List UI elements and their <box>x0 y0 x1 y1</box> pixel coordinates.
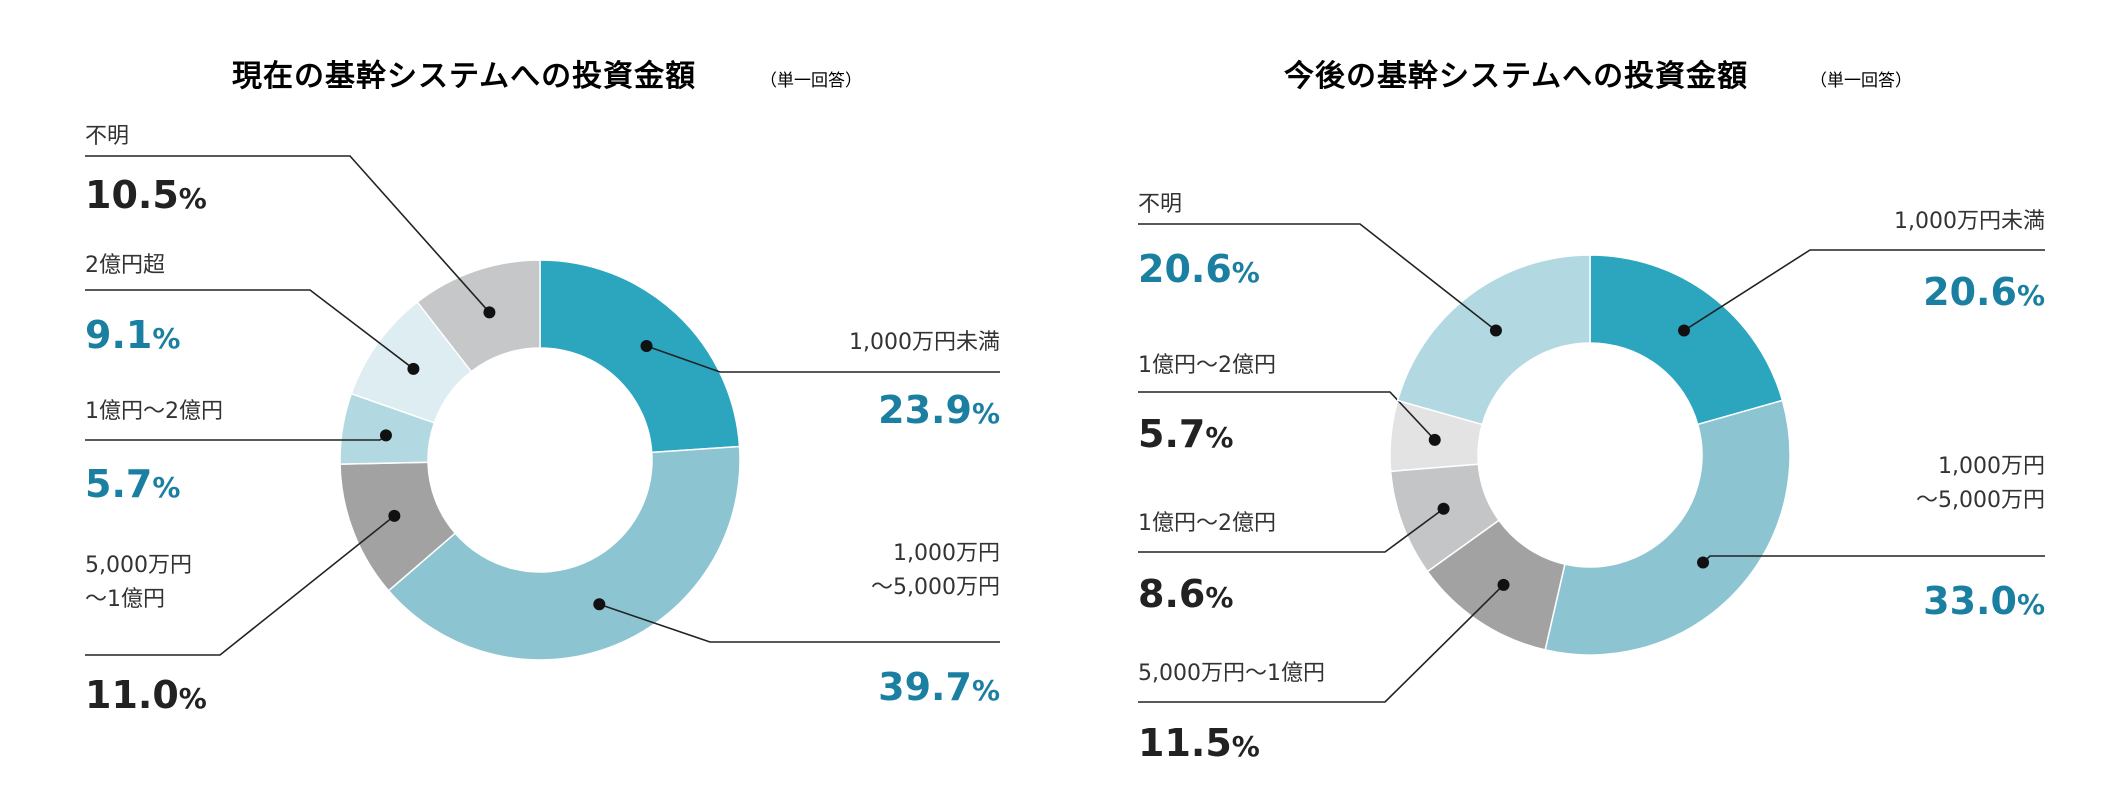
chart-2-slice-1 <box>1589 254 1784 426</box>
chart-2-label-1: 1,000万円未満 <box>1894 209 2045 234</box>
chart-1-donut: 1,000万円未満 23.9% 1,000万円〜5,000万円 39.7% 5,000万… <box>85 124 1000 717</box>
chart-2-value-1: 20.6% <box>1923 270 2045 314</box>
chart-2-leader-line-6 <box>1138 223 1497 332</box>
chart-1-slice-group-2: 1,000万円〜5,000万円 39.7% <box>387 445 1000 709</box>
chart-1-value-6: 10.5% <box>85 173 207 217</box>
chart-2-label-5: 1億円〜2億円 <box>1138 353 1276 378</box>
chart-1-value-4: 5.7% <box>85 462 180 506</box>
chart-1-value-5: 9.1% <box>85 313 180 357</box>
chart-2-note: （単一回答） <box>1810 71 1912 91</box>
chart-1-slice-6 <box>416 259 541 373</box>
chart-2-leader-dot-1 <box>1678 324 1691 337</box>
chart-1-leader-dot-3 <box>388 509 401 522</box>
chart-1-leader-dot-1 <box>640 340 653 353</box>
chart-1-label-6: 不明 <box>85 124 129 149</box>
chart-1-slice-group-4: 1億円〜2億円 5.7% <box>85 392 436 506</box>
chart-1-label-3: 5,000万円〜1億円 <box>85 553 192 612</box>
chart-1-slice-1 <box>539 259 741 454</box>
chart-2-slice-group-3: 5,000万円〜1億円 11.5% <box>1138 519 1566 765</box>
chart-2-slice-group-1: 1,000万円未満 20.6% <box>1589 209 2045 426</box>
chart-2-leader-line-3 <box>1138 584 1505 703</box>
chart-2-value-5: 5.7% <box>1138 412 1233 456</box>
chart-2-leader-line-5 <box>1138 391 1436 441</box>
chart-1-leader-dot-4 <box>379 429 392 442</box>
chart-2-leader-dot-6 <box>1489 324 1502 337</box>
chart-1-leader-line-2 <box>599 603 1000 643</box>
chart-2-leader-dot-2 <box>1697 556 1710 569</box>
chart-1-title: 現在の基幹システムへの投資金額 <box>232 59 696 94</box>
chart-2-donut: 1,000万円未満 20.6% 1,000万円〜5,000万円 33.0% 5,000万… <box>1138 192 2045 765</box>
chart-1-label-5: 2億円超 <box>85 253 165 278</box>
chart-1-note: （単一回答） <box>760 71 862 91</box>
chart-1-slice-group-6: 不明 10.5% <box>85 124 541 373</box>
chart-2-slice-group-6: 不明 20.6% <box>1138 192 1591 426</box>
chart-1-value-1: 23.9% <box>878 388 1000 432</box>
chart-2-leader-line-1 <box>1683 249 2045 332</box>
chart-1-value-3: 11.0% <box>85 673 207 717</box>
chart-1-label-2: 1,000万円〜5,000万円 <box>871 541 1000 600</box>
chart-2-leader-dot-5 <box>1428 433 1441 446</box>
chart-2-value-6: 20.6% <box>1138 247 1260 291</box>
chart-1-leader-dot-6 <box>483 306 496 319</box>
chart-2-slice-6 <box>1396 254 1591 426</box>
chart-1-leader-line-6 <box>85 155 491 313</box>
chart-2-leader-dot-3 <box>1497 578 1510 591</box>
chart-2-slice-group-2: 1,000万円〜5,000万円 33.0% <box>1544 399 2045 656</box>
chart-2-slice-2 <box>1544 399 1791 656</box>
chart-2-value-3: 11.5% <box>1138 721 1260 765</box>
chart-2-leader-line-4 <box>1138 508 1445 553</box>
chart-1-leader-line-1 <box>646 345 1000 373</box>
chart-2-label-3: 5,000万円〜1億円 <box>1138 661 1325 686</box>
chart-2-value-4: 8.6% <box>1138 572 1233 616</box>
chart-1-slice-group-1: 1,000万円未満 23.9% <box>539 259 1000 454</box>
chart-1-leader-dot-5 <box>407 362 420 375</box>
chart-2-label-6: 不明 <box>1138 192 1182 217</box>
chart-2-leader-dot-4 <box>1437 502 1450 515</box>
chart-1-value-2: 39.7% <box>878 665 1000 709</box>
chart-1-leader-line-5 <box>85 289 414 370</box>
chart-1-slice-group-5: 2億円超 9.1% <box>85 253 473 424</box>
chart-1-label-1: 1,000万円未満 <box>849 330 1000 355</box>
chart-2-title: 今後の基幹システムへの投資金額 <box>1284 59 1748 94</box>
chart-2-value-2: 33.0% <box>1923 579 2045 623</box>
chart-2-label-4: 1億円〜2億円 <box>1138 511 1276 536</box>
chart-1-leader-dot-2 <box>593 598 606 611</box>
chart-1-label-4: 1億円〜2億円 <box>85 399 223 424</box>
chart-1-slice-group-3: 5,000万円〜1億円 11.0% <box>85 461 457 717</box>
chart-1-leader-line-3 <box>85 515 395 656</box>
chart-1-slice-2 <box>387 445 741 661</box>
chart-2-label-2: 1,000万円〜5,000万円 <box>1916 454 2045 513</box>
chart-2-slice-group-4: 1億円〜2億円 8.6% <box>1138 463 1501 616</box>
